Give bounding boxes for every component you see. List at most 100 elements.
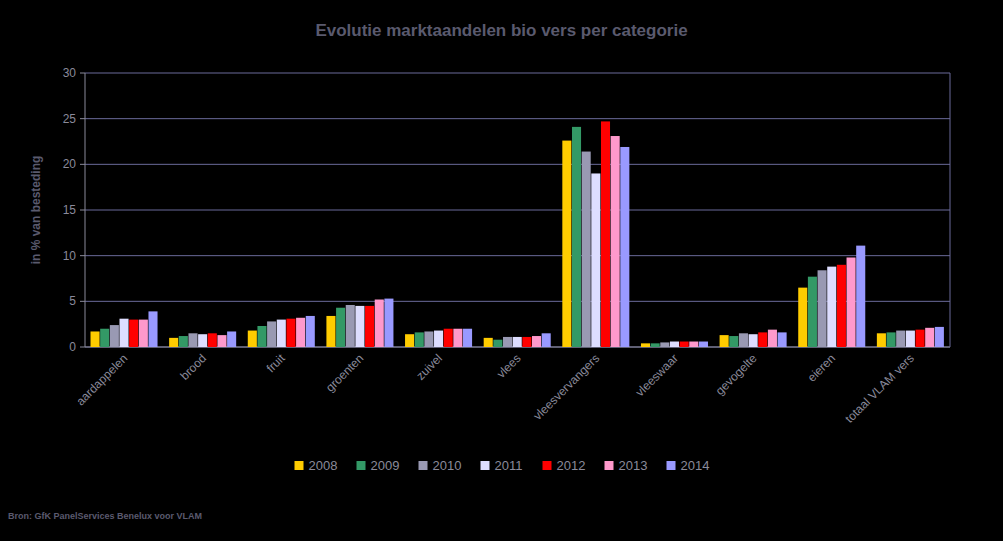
bar	[513, 337, 522, 347]
bar	[277, 320, 286, 347]
bar	[424, 331, 433, 347]
bar	[296, 318, 305, 347]
legend-label: 2013	[619, 458, 648, 473]
bar	[484, 338, 493, 347]
bar	[463, 329, 472, 347]
bar	[935, 327, 944, 347]
bar	[336, 308, 345, 347]
bar	[434, 331, 443, 347]
bar	[778, 332, 787, 347]
bar	[582, 152, 591, 347]
legend-swatch	[481, 461, 490, 470]
tick	[80, 73, 85, 74]
legend-label: 2011	[495, 458, 523, 473]
source: Bron: GfK PanelServices Benelux voor VLA…	[8, 511, 202, 521]
tick-label: 20	[63, 157, 77, 171]
legend-swatch	[667, 461, 676, 470]
bar	[100, 329, 109, 347]
bar	[179, 336, 188, 347]
bar	[739, 333, 748, 347]
bar	[119, 319, 128, 347]
category-label: brood	[177, 351, 209, 383]
title: Evolutie marktaandelen bio vers per cate…	[315, 21, 687, 40]
bar	[188, 333, 197, 347]
bar	[365, 306, 374, 347]
tick	[80, 301, 85, 302]
bar	[651, 343, 660, 347]
legend-swatch	[295, 461, 304, 470]
bar	[415, 332, 424, 347]
bar	[689, 342, 698, 347]
bar	[169, 338, 178, 347]
bar	[768, 330, 777, 347]
bar	[129, 320, 138, 347]
bar	[818, 270, 827, 347]
tick-label: 0	[69, 340, 76, 354]
bar	[877, 333, 886, 347]
grid-line	[85, 210, 950, 211]
legend-swatch	[419, 461, 428, 470]
bar	[641, 343, 650, 347]
category-label: eieren	[805, 351, 838, 384]
bar	[267, 321, 276, 347]
bar	[384, 299, 393, 347]
bar	[620, 147, 629, 347]
tick	[80, 347, 85, 348]
bar	[148, 311, 157, 347]
bar	[326, 316, 335, 347]
bar	[405, 334, 414, 347]
bar	[542, 333, 551, 347]
bar	[139, 320, 148, 347]
category-label: groenten	[323, 351, 366, 394]
y-axis	[85, 73, 86, 347]
legend-swatch	[357, 461, 366, 470]
bar	[503, 337, 512, 347]
bar	[896, 331, 905, 347]
bar	[749, 334, 758, 347]
plot-frame	[950, 73, 951, 347]
bar	[444, 329, 453, 347]
category-label: zuivel	[413, 351, 445, 383]
tick	[80, 164, 85, 165]
bar	[591, 173, 600, 347]
y-axis-label: in % van besteding	[29, 156, 43, 265]
bar	[680, 342, 689, 347]
bar	[670, 342, 679, 347]
bar	[916, 330, 925, 347]
bar	[720, 335, 729, 347]
bar	[306, 316, 315, 347]
grid-line	[85, 164, 950, 165]
bar	[856, 246, 865, 347]
grid-line	[85, 73, 950, 74]
bar	[217, 335, 226, 347]
bars	[91, 121, 944, 347]
bar	[110, 325, 119, 347]
bar	[257, 326, 266, 347]
bar	[729, 336, 738, 347]
category-label: vleesvervangers	[531, 351, 603, 423]
bar	[286, 319, 295, 347]
legend-label: 2009	[371, 458, 400, 473]
tick-label: 25	[63, 112, 77, 126]
bar	[808, 277, 817, 347]
bar	[532, 336, 541, 347]
category-label: fruit	[264, 351, 289, 376]
tick	[80, 255, 85, 256]
tick	[80, 210, 85, 211]
legend-label: 2008	[309, 458, 338, 473]
tick-label: 15	[63, 203, 77, 217]
category-label: aardappelen	[73, 351, 130, 408]
bar	[906, 331, 915, 347]
legend-swatch	[543, 461, 552, 470]
bar	[827, 267, 836, 347]
category-label: totaal VLAM vers	[842, 351, 917, 426]
bar	[925, 328, 934, 347]
bar	[758, 332, 767, 347]
bar	[355, 306, 364, 347]
bar	[198, 334, 207, 347]
bar	[453, 329, 462, 347]
tick-label: 10	[63, 249, 77, 263]
bar	[660, 342, 669, 347]
bar	[562, 141, 571, 347]
grid-line	[85, 118, 950, 119]
